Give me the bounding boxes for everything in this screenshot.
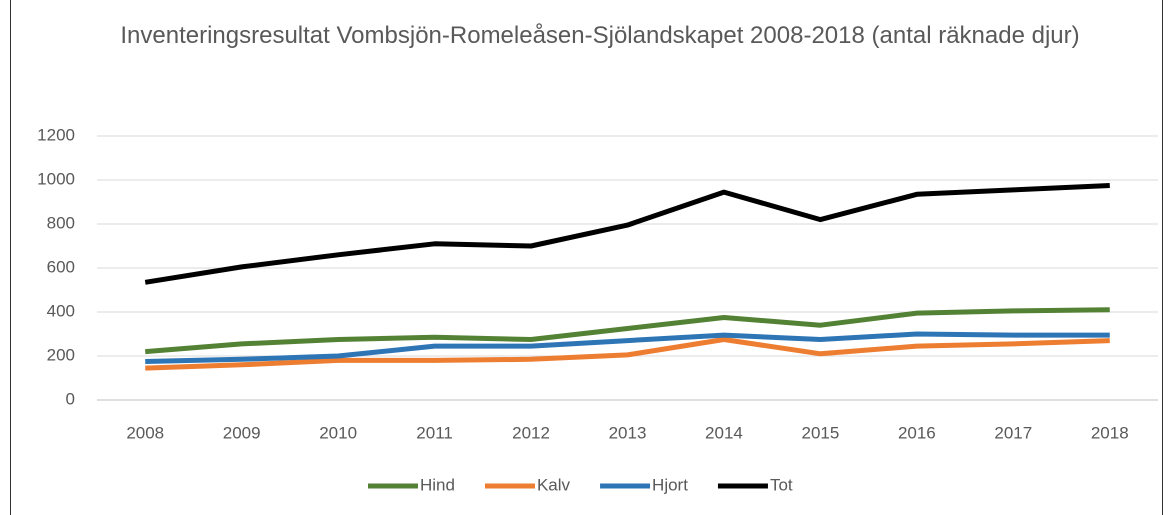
x-tick-label: 2013 xyxy=(609,423,647,442)
x-tick-label: 2008 xyxy=(126,423,164,442)
y-tick-label: 1200 xyxy=(37,125,75,144)
x-tick-label: 2012 xyxy=(512,423,550,442)
x-tick-label: 2011 xyxy=(416,423,453,442)
x-tick-label: 2016 xyxy=(898,423,936,442)
legend-label: Hind xyxy=(420,475,455,494)
chart-title: Inventeringsresultat Vombsjön-Romeleåsen… xyxy=(120,22,1080,49)
x-tick-label: 2018 xyxy=(1091,423,1129,442)
y-tick-label: 1000 xyxy=(37,169,75,188)
chart-border xyxy=(10,0,1163,515)
legend-label: Hjort xyxy=(652,475,688,494)
legend-label: Kalv xyxy=(537,475,571,494)
x-tick-label: 2009 xyxy=(223,423,261,442)
series-line xyxy=(144,183,1110,285)
legend-label: Tot xyxy=(770,475,793,494)
y-tick-label: 800 xyxy=(47,213,75,232)
series-line xyxy=(145,307,1110,355)
y-tick-label: 600 xyxy=(47,257,75,276)
y-tick-label: 0 xyxy=(66,389,75,408)
series-line xyxy=(145,337,1110,371)
x-tick-label: 2015 xyxy=(801,423,839,442)
y-tick-label: 200 xyxy=(47,345,75,364)
x-tick-label: 2017 xyxy=(994,423,1032,442)
x-tick-label: 2010 xyxy=(319,423,357,442)
series-line xyxy=(145,331,1110,364)
x-tick-label: 2014 xyxy=(705,423,743,442)
y-tick-label: 400 xyxy=(47,301,75,320)
